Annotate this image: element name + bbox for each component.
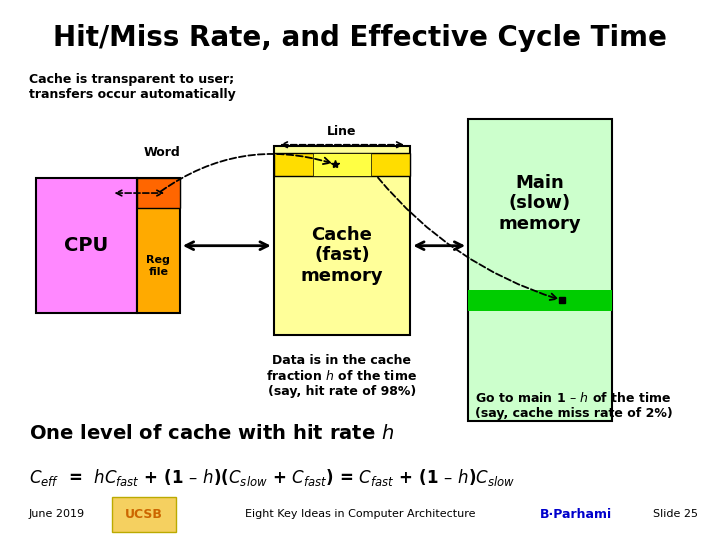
- Text: B·Parhami: B·Parhami: [540, 508, 612, 521]
- Text: Reg
file: Reg file: [146, 255, 171, 277]
- Text: Slide 25: Slide 25: [654, 509, 698, 519]
- Text: June 2019: June 2019: [29, 509, 85, 519]
- Text: Data is in the cache
fraction $h$ of the time
(say, hit rate of 98%): Data is in the cache fraction $h$ of the…: [266, 354, 418, 398]
- Text: Eight Key Ideas in Computer Architecture: Eight Key Ideas in Computer Architecture: [245, 509, 475, 519]
- Text: Word: Word: [143, 146, 181, 159]
- Bar: [274, 146, 410, 335]
- Text: Go to main 1 – $h$ of the time
(say, cache miss rate of 2%): Go to main 1 – $h$ of the time (say, cac…: [475, 392, 673, 421]
- Text: Hit/Miss Rate, and Effective Cycle Time: Hit/Miss Rate, and Effective Cycle Time: [53, 24, 667, 52]
- Bar: [468, 119, 612, 421]
- Bar: [137, 178, 180, 313]
- Text: UCSB: UCSB: [125, 508, 163, 521]
- Bar: [137, 178, 180, 208]
- Bar: [112, 497, 176, 532]
- Bar: [313, 153, 371, 176]
- Text: Line: Line: [328, 125, 356, 138]
- Text: $C_{eff}$  =  $hC_{fast}$ + (1 – $h$)($C_{slow}$ + $C_{fast}$) = $C_{fast}$ + (1: $C_{eff}$ = $hC_{fast}$ + (1 – $h$)($C_{…: [29, 467, 515, 488]
- Text: One level of cache with hit rate $h$: One level of cache with hit rate $h$: [29, 424, 394, 443]
- Text: Cache is transparent to user;
transfers occur automatically: Cache is transparent to user; transfers …: [29, 73, 235, 101]
- Bar: [36, 178, 137, 313]
- Bar: [468, 290, 612, 310]
- Text: Cache
(fast)
memory: Cache (fast) memory: [301, 226, 383, 285]
- Text: Main
(slow)
memory: Main (slow) memory: [499, 174, 581, 233]
- Bar: [274, 153, 410, 176]
- Text: CPU: CPU: [64, 236, 109, 255]
